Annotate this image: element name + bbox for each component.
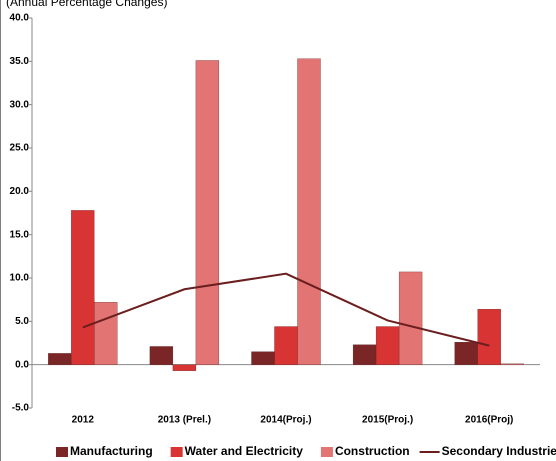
- x-tick-label: 2016(Proj): [465, 415, 513, 426]
- bar: [398, 271, 423, 365]
- y-tick-label: -5.0: [12, 403, 30, 414]
- legend-swatch: [320, 447, 333, 457]
- legend-swatch: [170, 447, 183, 457]
- x-tick-label: 2013 (Prel.): [158, 415, 211, 426]
- x-tick-label: 2014(Proj.): [260, 415, 311, 426]
- y-tick-label: 15.0: [10, 229, 30, 240]
- bar: [477, 309, 501, 365]
- bar: [172, 364, 197, 371]
- bar: [48, 353, 72, 365]
- bar: [251, 351, 275, 365]
- bar: [454, 341, 478, 365]
- y-tick-label: 35.0: [10, 56, 30, 67]
- y-tick-label: 20.0: [10, 186, 30, 197]
- line: [82, 272, 490, 347]
- legend-swatch: [56, 447, 68, 457]
- y-tick-label: 30.0: [10, 99, 30, 110]
- bar: [195, 60, 220, 365]
- bar: [71, 210, 95, 365]
- bar: [352, 344, 377, 365]
- y-tick-label: 25.0: [10, 143, 30, 154]
- bar: [297, 58, 321, 365]
- y-tick-label: 40.0: [10, 13, 30, 24]
- y-tick-label: 0.0: [15, 359, 29, 370]
- bar: [375, 326, 400, 365]
- y-tick-label: 5.0: [15, 316, 29, 327]
- chart-subtitle: (Annual Percentage Changes): [6, 0, 167, 9]
- x-tick-label: 2015(Proj.): [362, 415, 413, 426]
- bar: [149, 346, 174, 365]
- legend-label: Construction: [335, 444, 410, 458]
- x-tick-label: 2012: [72, 415, 95, 426]
- legend-label: Manufacturing: [70, 444, 153, 458]
- legend-label: Water and Electricity: [185, 444, 304, 458]
- y-tick-label: 10.0: [10, 273, 30, 284]
- legend-label: Secondary Industries: [442, 444, 556, 458]
- bar: [94, 302, 118, 365]
- bar: [500, 363, 524, 365]
- bar: [274, 326, 298, 365]
